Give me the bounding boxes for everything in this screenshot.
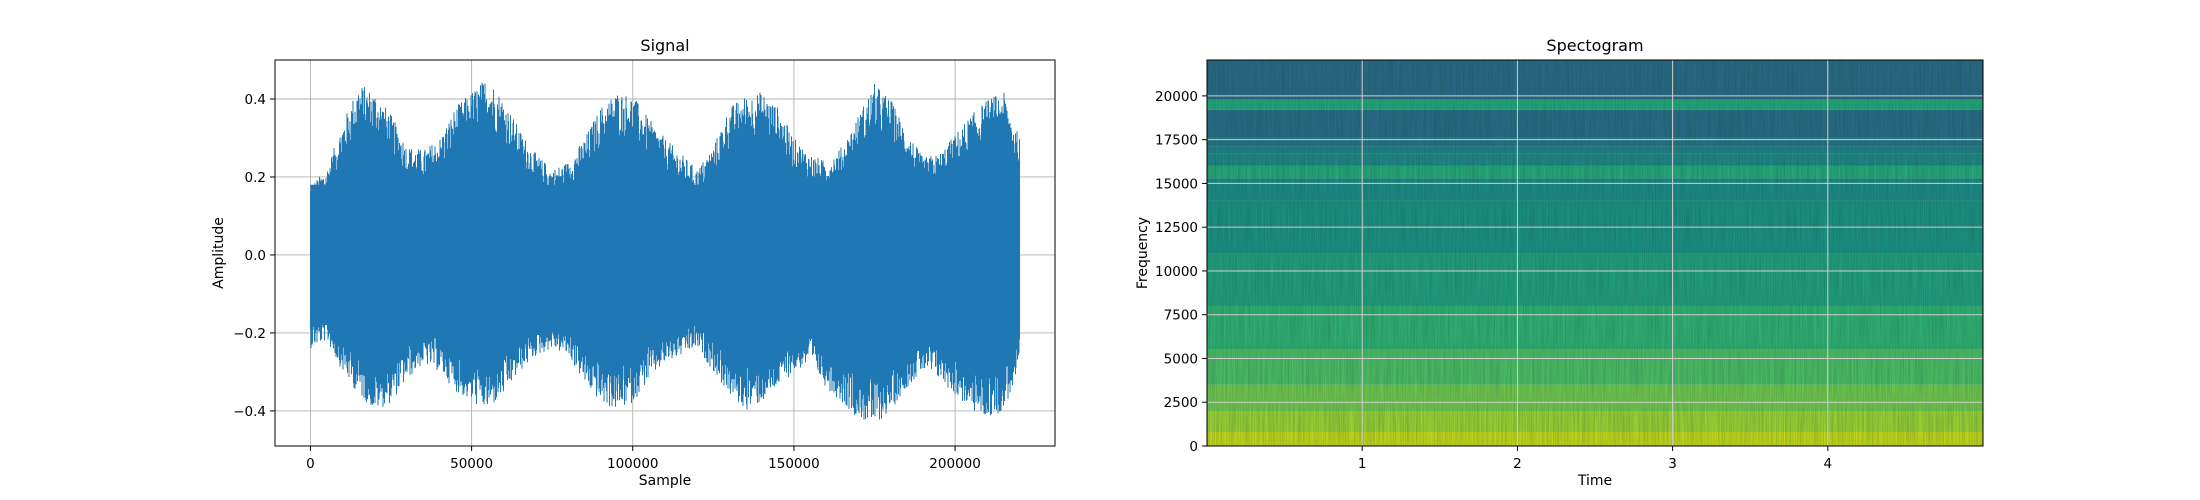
spectrogram-x-tick-label: 3	[1668, 456, 1677, 472]
signal-x-tick-label: 0	[306, 456, 315, 472]
spectrogram-x-tick-label: 2	[1513, 456, 1522, 472]
signal-y-tick-label: 0.2	[245, 170, 266, 186]
signal-waveform-core	[310, 184, 1020, 326]
signal-x-tick-label: 150000	[768, 456, 820, 472]
signal-axes-frame	[274, 59, 1056, 447]
signal-x-tick-label: 200000	[929, 456, 981, 472]
spectrogram-axes-frame	[1206, 59, 1984, 447]
signal-y-ticks: −0.4 −0.2 0.0 0.2 0.4	[233, 92, 275, 420]
signal-chart: Signal 0 50000 100000 150000 200000 −0.4 −0.2…	[211, 36, 1056, 489]
signal-y-tick-label: −0.4	[233, 404, 266, 420]
spectrogram-x-tick-label: 1	[1358, 456, 1367, 472]
spectrogram-x-label: Time	[1577, 473, 1612, 489]
spectrogram-texture	[1207, 60, 1983, 446]
signal-y-tick-label: 0.0	[245, 248, 266, 264]
signal-title: Signal	[640, 36, 689, 55]
spectrogram-chart: Spectogram 1 2 3 4 0 2500 5000 7500 10000 12500 1…	[1135, 36, 1984, 489]
spectrogram-y-tick-label: 5000	[1164, 351, 1198, 367]
spectrogram-title: Spectogram	[1546, 36, 1643, 55]
signal-y-label: Amplitude	[211, 217, 227, 289]
spectrogram-y-tick-label: 2500	[1164, 395, 1198, 411]
spectrogram-y-tick-label: 0	[1189, 439, 1198, 455]
signal-y-tick-label: −0.2	[233, 326, 266, 342]
spectrogram-y-ticks: 0 2500 5000 7500 10000 12500 15000 17500 20000	[1155, 89, 1207, 455]
signal-x-label: Sample	[639, 473, 692, 489]
spectrogram-y-tick-label: 12500	[1155, 220, 1198, 236]
spectrogram-y-tick-label: 15000	[1155, 176, 1198, 192]
spectrogram-y-tick-label: 7500	[1164, 308, 1198, 324]
spectrogram-y-label: Frequency	[1135, 217, 1151, 289]
signal-y-tick-label: 0.4	[245, 92, 266, 108]
spectrogram-y-tick-label: 10000	[1155, 264, 1198, 280]
spectrogram-y-tick-label: 20000	[1155, 89, 1198, 105]
spectrogram-x-tick-label: 4	[1824, 456, 1833, 472]
signal-x-tick-label: 100000	[607, 456, 659, 472]
spectrogram-x-ticks: 1 2 3 4	[1358, 446, 1832, 472]
spectrogram-y-tick-label: 17500	[1155, 133, 1198, 149]
signal-x-ticks: 0 50000 100000 150000 200000	[306, 446, 981, 472]
signal-x-tick-label: 50000	[450, 456, 493, 472]
